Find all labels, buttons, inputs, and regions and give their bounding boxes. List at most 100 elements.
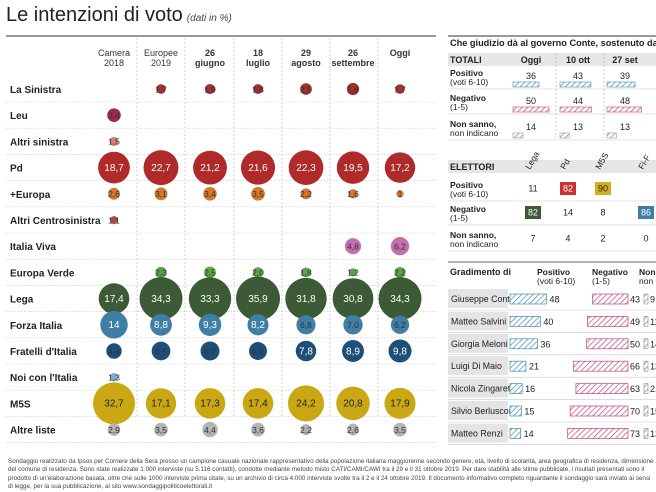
negative-bar	[573, 360, 629, 372]
bubble-lega	[236, 276, 280, 321]
negative-value: 50	[630, 339, 640, 349]
elettori-header-band	[448, 160, 656, 173]
bubble-europa	[300, 188, 312, 200]
bubble-altre-liste	[300, 424, 312, 436]
gradimento-name: Matteo Renzi	[451, 428, 503, 438]
positive-bar	[509, 428, 521, 439]
row-label-lega: Lega	[10, 295, 34, 306]
data-label: 3,4	[108, 111, 120, 121]
totali-value: 13	[573, 122, 583, 132]
data-label: 1	[398, 189, 403, 199]
bubble-europa	[203, 187, 217, 201]
data-label: 8,9	[346, 346, 360, 357]
unknown-bar	[643, 360, 649, 372]
data-label: 2,2	[300, 425, 312, 435]
column-header: Oggi	[390, 48, 411, 58]
bubble-lega	[378, 277, 422, 321]
data-label: 6,5	[155, 346, 167, 356]
unknown-bar	[643, 316, 649, 327]
bubble-forza-italia	[296, 315, 316, 335]
data-label: 9,8	[393, 346, 407, 357]
negative-bar	[592, 293, 629, 305]
bubble-europa-verde	[155, 266, 167, 278]
bubble-m5s	[384, 387, 416, 419]
bubble-altre-liste	[347, 423, 359, 436]
unknown-bar	[643, 338, 649, 350]
elettori-value: 11	[528, 184, 537, 194]
elettori-row-label: Negativo (1-5)	[450, 204, 486, 223]
bubble-altre-liste	[154, 422, 168, 437]
negative-bar	[587, 316, 629, 327]
gradimento-name-cell	[448, 333, 508, 353]
data-label: 6,7	[204, 346, 216, 356]
totali-row-label: Non sanno, non indicano	[450, 119, 498, 138]
bubble-europa	[251, 186, 265, 201]
bubble-m5s	[93, 382, 135, 425]
gradimento-name: Matteo Salvini	[451, 316, 506, 326]
gradimento-name: Silvio Berlusconi	[451, 406, 516, 416]
totali-value: 14	[526, 122, 536, 132]
elettori-cell-highlight	[595, 182, 611, 195]
bubble-la-sinistra	[346, 82, 360, 96]
elettori-value: 2	[600, 234, 605, 244]
totali-value: 48	[620, 96, 630, 106]
data-label: 20,8	[343, 399, 363, 410]
bubble-pd	[143, 150, 179, 186]
data-label: 1,5	[108, 137, 120, 147]
totali-value: 36	[526, 71, 536, 81]
elettori-value: 82	[563, 184, 573, 194]
bubble-europa	[348, 189, 358, 199]
voting-intentions-chart: Camera 2018 Europee 2019 26 giugno 18 luglio 29 a…	[6, 35, 436, 443]
gradimento-name: Giorgia Meloni	[451, 339, 508, 349]
bubble-la-sinistra	[300, 83, 312, 95]
gradimento-name-cell	[448, 423, 508, 443]
data-label: 6,2	[394, 320, 406, 330]
bubble-altri-centrosinistra	[110, 216, 118, 224]
data-label: 30,8	[343, 294, 363, 305]
data-label: 8,8	[154, 320, 168, 331]
row-label-leu: Leu	[10, 111, 28, 122]
gradimento-name-cell	[448, 378, 508, 398]
bubble-pd	[240, 150, 276, 185]
positive-bar	[509, 383, 523, 394]
bubble-la-sinistra	[204, 83, 216, 95]
positive-bar	[509, 405, 522, 417]
elettori-cell-highlight	[638, 206, 654, 219]
row-label-altre-liste: Altre liste	[10, 426, 56, 437]
data-label: 2,2	[394, 268, 406, 278]
totali-column: 27 set	[612, 55, 638, 65]
bubble-fratelli-d-italia	[295, 340, 317, 362]
bubble-fratelli-d-italia	[249, 342, 267, 360]
methodology-note: Sondaggio realizzato da Ipsos per Corrie…	[8, 458, 654, 491]
data-label: 3,5	[252, 189, 264, 199]
row-label-la-sinistra: La Sinistra	[10, 85, 62, 96]
bubble-italia-viva	[390, 237, 410, 256]
totali-value: 39	[620, 71, 630, 81]
bubble-forza-italia	[150, 313, 172, 336]
totali-value: 44	[573, 96, 583, 106]
data-label: 1,7	[394, 84, 406, 94]
bubble-pd	[336, 151, 370, 184]
data-label: 3,1	[155, 189, 167, 199]
bubble-m5s	[242, 388, 274, 419]
data-label: 33,3	[200, 294, 220, 305]
data-label: 1,6	[347, 189, 359, 199]
data-label: 6,8	[300, 320, 312, 330]
column-header: Europee 2019	[144, 48, 178, 68]
bubble-altre-liste	[393, 422, 407, 437]
bubble-pd	[98, 151, 130, 184]
elettori-value: 4	[565, 234, 570, 244]
government-judgment-chart: Che giudizio dà al governo Conte, sosten…	[448, 35, 656, 445]
positive-value: 16	[525, 384, 535, 394]
data-label: 31,8	[296, 294, 316, 305]
bubble-la-sinistra	[156, 84, 166, 94]
totali-bar	[606, 81, 636, 88]
gradimento-column: Positivo (voti 6-10)	[537, 267, 575, 286]
negative-value: 73	[630, 429, 640, 439]
negative-value: 70	[630, 407, 640, 417]
data-label: 1,8	[252, 84, 264, 94]
positive-bar	[509, 293, 547, 305]
bubble-europa	[396, 190, 404, 198]
data-label: 2,6	[347, 425, 359, 435]
row-label-forza-italia: Forza Italia	[10, 321, 63, 332]
